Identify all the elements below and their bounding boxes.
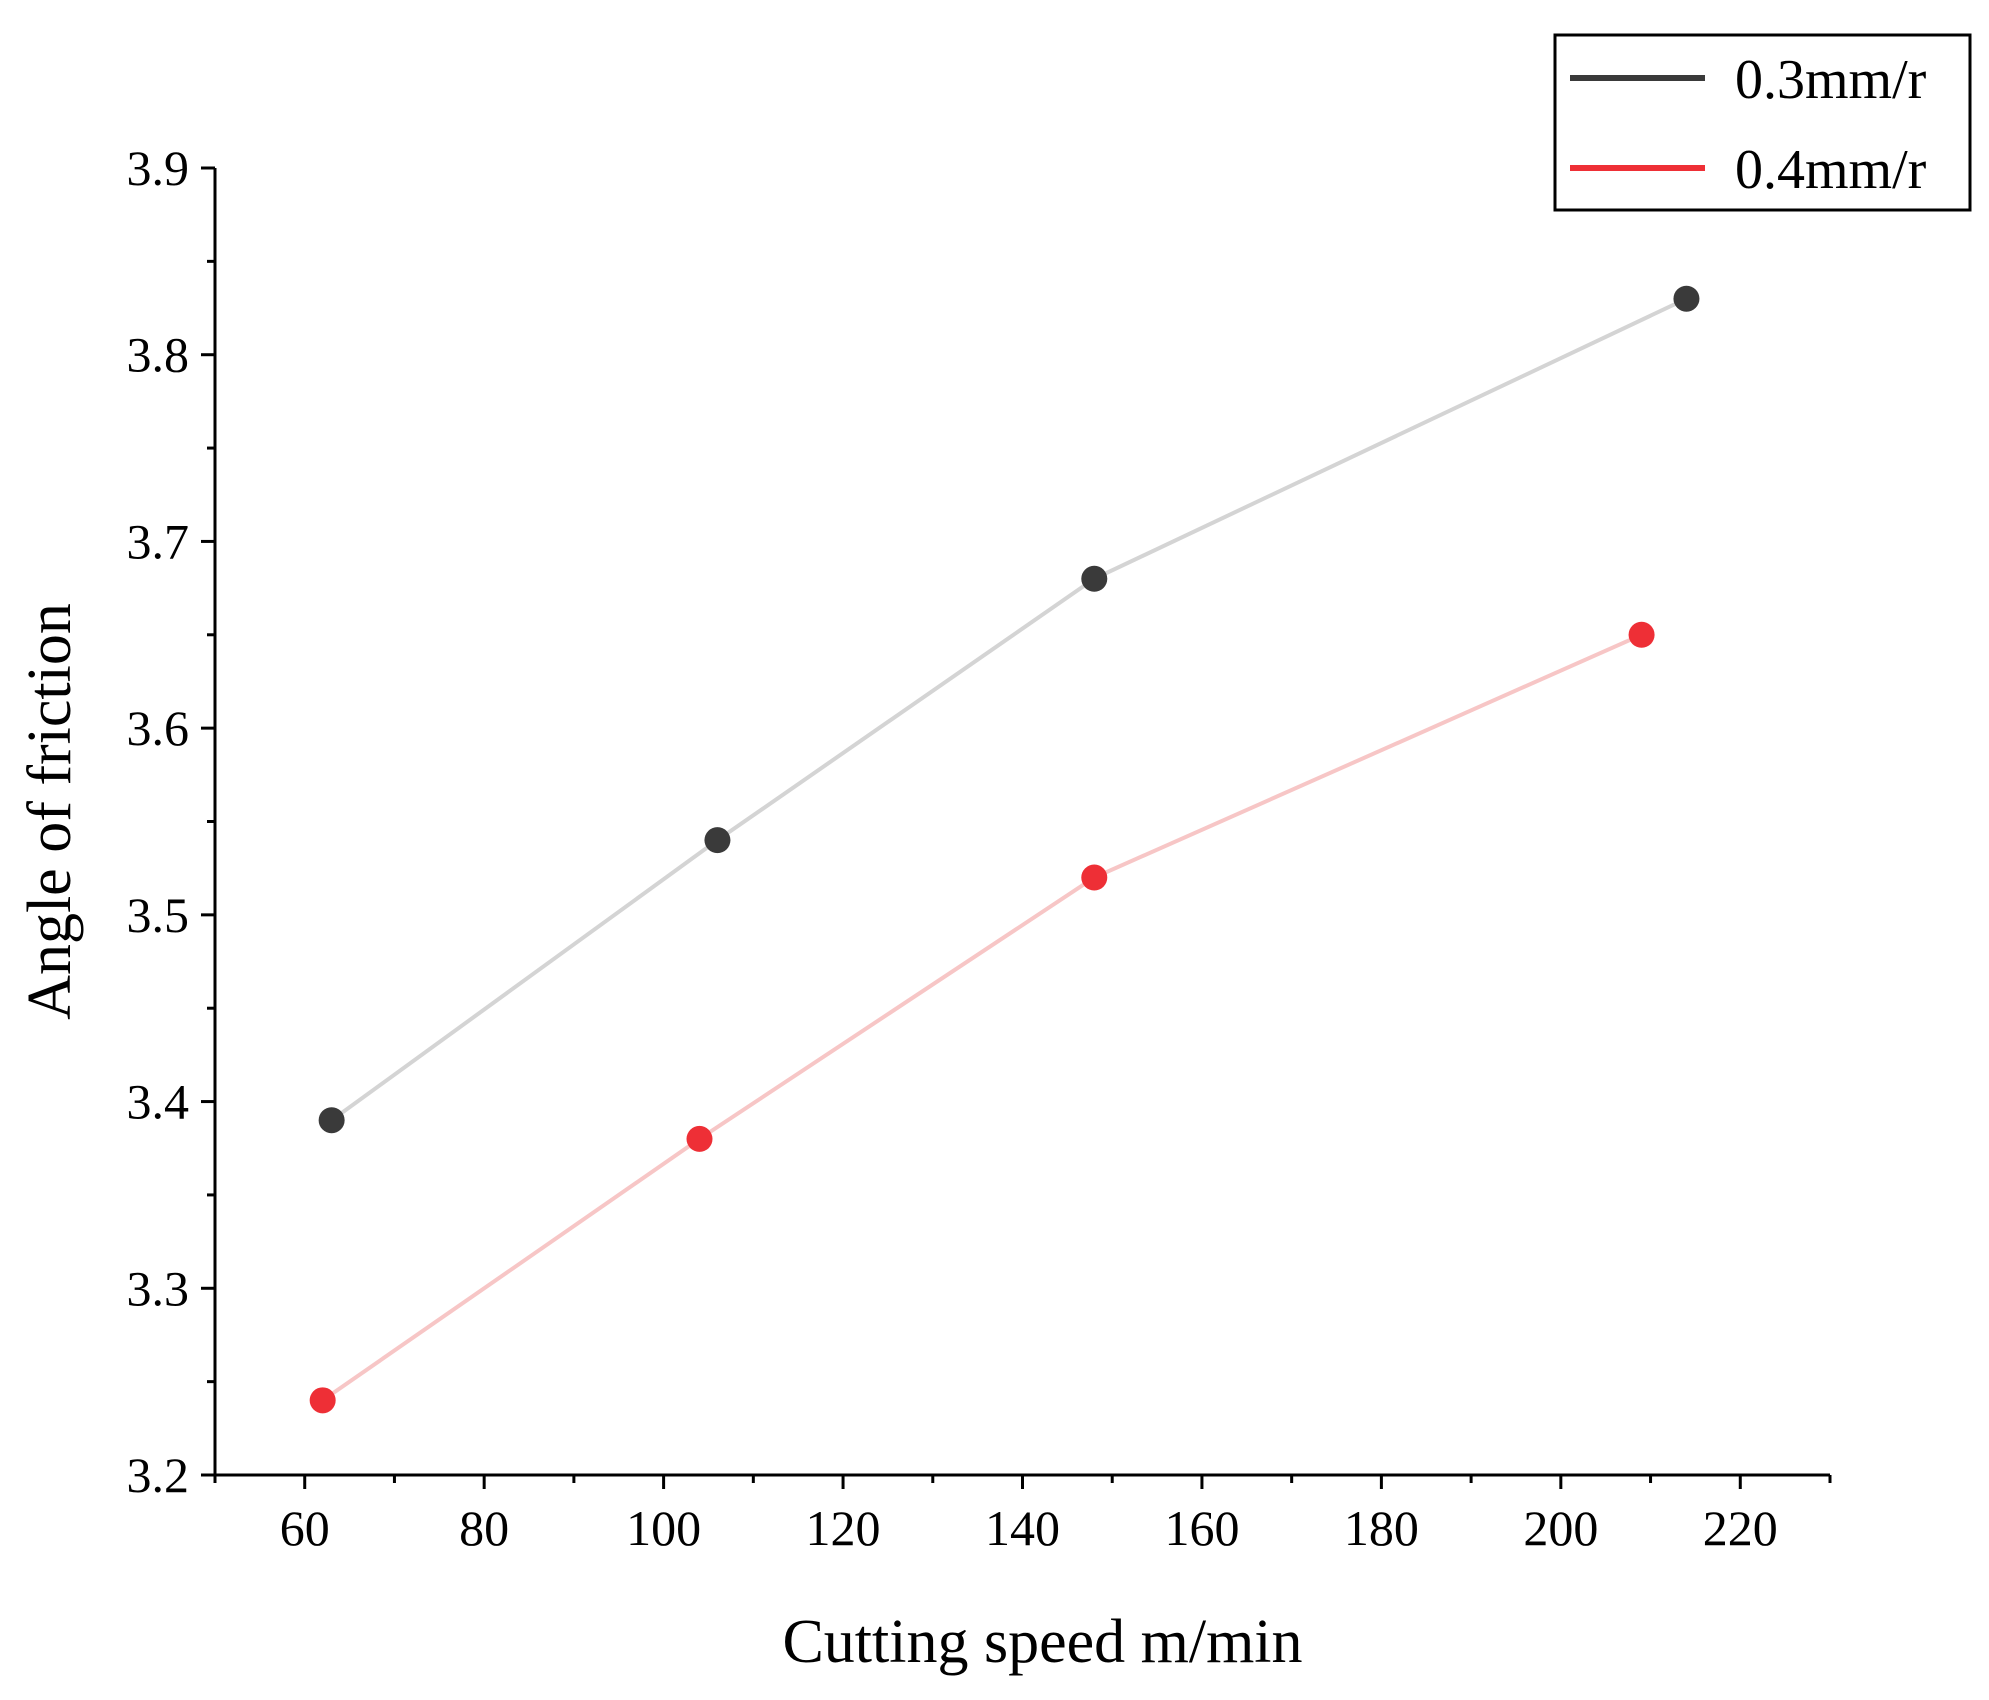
x-tick-label: 180 <box>1344 1500 1419 1556</box>
x-tick-label: 80 <box>459 1500 509 1556</box>
data-point-0.3mm-r <box>704 827 731 854</box>
legend-box <box>1553 33 1972 212</box>
data-point-0.3mm-r <box>1673 285 1700 312</box>
data-point-0.3mm-r <box>318 1107 345 1134</box>
x-ticks: 60 80 100 120 140 160 180 200 220 <box>213 1475 1832 1556</box>
x-tick-label: 220 <box>1703 1500 1778 1556</box>
series-layer <box>309 285 1700 1414</box>
series-line-0.3mm-r <box>330 296 1688 1122</box>
x-tick-label: 200 <box>1523 1500 1598 1556</box>
data-point-0.3mm-r <box>1081 565 1108 592</box>
x-tick-label: 140 <box>985 1500 1060 1556</box>
data-point-0.4mm-r <box>1081 864 1108 891</box>
y-ticks: 3.2 3.3 3.4 3.5 3.6 3.7 3.8 3.9 <box>127 140 215 1503</box>
legend: 0.3mm/r 0.4mm/r <box>1553 33 1972 212</box>
y-tick-label: 3.3 <box>127 1260 190 1316</box>
x-tick-label: 60 <box>280 1500 330 1556</box>
axes: 3.2 3.3 3.4 3.5 3.6 3.7 3.8 3.9 60 80 100 120 140 16… <box>127 140 1832 1556</box>
y-tick-label: 3.8 <box>127 327 190 383</box>
data-point-0.4mm-r <box>686 1125 713 1152</box>
legend-label-0.3mm-r: 0.3mm/r <box>1735 49 1927 111</box>
y-tick-label: 3.5 <box>127 887 190 943</box>
series-line-0.4mm-r <box>321 632 1643 1402</box>
y-tick-label: 3.4 <box>127 1074 190 1130</box>
data-point-0.4mm-r <box>1628 621 1655 648</box>
y-tick-label: 3.6 <box>127 700 190 756</box>
y-axis-title: Angle of friction <box>16 603 84 1020</box>
y-tick-label: 3.7 <box>127 513 190 569</box>
data-point-0.4mm-r <box>309 1387 336 1414</box>
y-tick-label: 3.9 <box>127 140 190 196</box>
legend-label-0.4mm-r: 0.4mm/r <box>1735 139 1927 201</box>
x-tick-label: 100 <box>626 1500 701 1556</box>
x-tick-label: 120 <box>806 1500 881 1556</box>
y-tick-label: 3.2 <box>127 1447 190 1503</box>
x-axis-title: Cutting speed m/min <box>782 1608 1302 1676</box>
x-tick-label: 160 <box>1164 1500 1239 1556</box>
